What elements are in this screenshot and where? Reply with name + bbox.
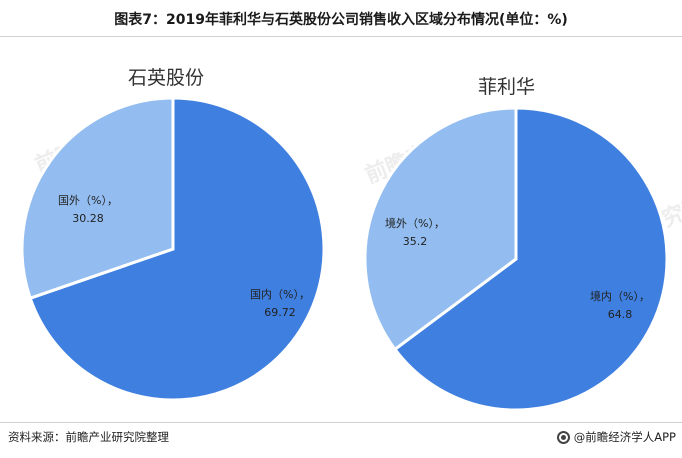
chart-1-slice-2 [20,96,175,301]
chart-2-slice-2-value: 35.2 [403,235,428,248]
chart-1-slice-2-label: 国外（%）， [58,194,118,207]
bottom-divider [0,422,682,423]
brand-credit: @前瞻经济学人APP [556,429,676,445]
chart-2-slice-2-label: 境外（%）， [385,216,445,230]
page-title: 图表7：2019年菲利华与石英股份公司销售收入区域分布情况(单位：%) [114,12,568,28]
chart-2-slice-2 [363,106,518,352]
brand-text: @前瞻经济学人APP [573,430,676,444]
chart-1-slice-2-value: 30.28 [72,212,104,225]
chart-1-slice-1-value: 69.72 [264,306,296,319]
chart-1-slice-1-label: 国内（%）， [250,287,310,301]
chart-1-slice-1 [28,96,326,402]
brand-logo-icon [556,430,570,444]
top-divider [0,36,682,37]
chart-2-title: 菲利华 [478,76,536,98]
chart-2-slice-1-label: 境内（%）， [590,289,650,303]
source-note: 资料来源：前瞻产业研究院整理 [8,430,169,444]
chart-2-slice-1 [392,106,669,412]
chart-1-title: 石英股份 [128,67,205,89]
chart-2-slice-1-value: 64.8 [608,308,633,321]
